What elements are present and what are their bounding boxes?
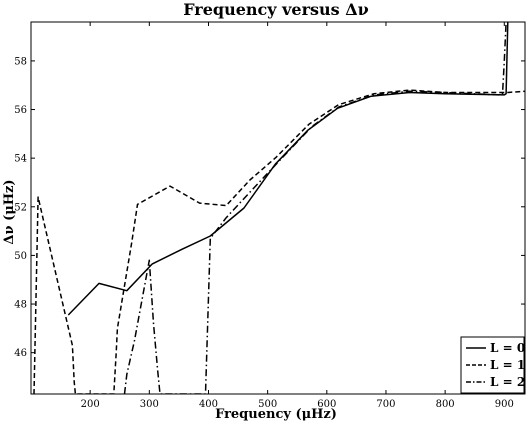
x-tick-label: 500 bbox=[258, 399, 277, 410]
series-line-l2 bbox=[123, 22, 507, 394]
y-tick-label: 50 bbox=[14, 251, 27, 262]
x-tick-label: 800 bbox=[436, 399, 455, 410]
y-axis-label: Δν (μHz) bbox=[2, 179, 17, 244]
legend-label-l1: L = 1 bbox=[490, 358, 525, 372]
y-tick-label: 54 bbox=[14, 154, 27, 165]
x-tick-label: 900 bbox=[495, 399, 514, 410]
x-tick-label: 400 bbox=[199, 399, 218, 410]
series-line-l0 bbox=[67, 22, 509, 316]
x-tick-label: 700 bbox=[376, 399, 395, 410]
chart-title: Frequency versus Δν bbox=[183, 0, 369, 19]
plot-area-frame bbox=[30, 21, 526, 395]
x-tick-label: 200 bbox=[81, 399, 100, 410]
x-axis-label: Frequency (μHz) bbox=[215, 407, 337, 422]
legend-box bbox=[460, 336, 525, 394]
x-tick-label: 600 bbox=[317, 399, 336, 410]
series-line-l1 bbox=[33, 89, 525, 394]
legend-label-l0: L = 0 bbox=[490, 341, 525, 355]
series-group bbox=[33, 22, 525, 394]
y-tick-label: 56 bbox=[14, 105, 27, 116]
y-tick-label: 46 bbox=[14, 348, 27, 359]
y-tick-label: 58 bbox=[14, 56, 27, 67]
legend: L = 0 L = 1 L = 2 bbox=[460, 336, 525, 394]
y-tick-label: 52 bbox=[14, 202, 27, 213]
x-tick-label: 300 bbox=[140, 399, 159, 410]
axis-ticks: 200 300 400 500 600 700 800 900 46 48 50 52 54 56 58 bbox=[14, 22, 525, 410]
legend-label-l2: L = 2 bbox=[490, 375, 525, 389]
y-tick-label: 48 bbox=[14, 300, 27, 311]
